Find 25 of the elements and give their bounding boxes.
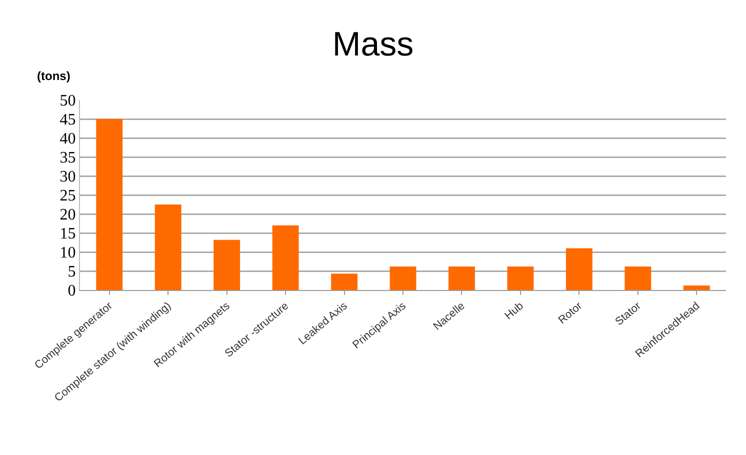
y-tick-label: 10 (60, 244, 76, 262)
y-tick-label: 5 (68, 264, 76, 281)
bar (566, 248, 592, 290)
bar (507, 266, 534, 290)
y-tick-label: 40 (60, 130, 76, 148)
y-tick-label: 50 (60, 92, 76, 110)
y-tick-label: 0 (68, 282, 76, 300)
bar (390, 266, 416, 290)
y-tick-label: 35 (60, 150, 76, 167)
y-tick-label: 25 (60, 188, 76, 205)
bar (624, 266, 652, 290)
y-tick-label: 20 (60, 206, 76, 224)
y-tick-label: 15 (60, 226, 76, 243)
bar (331, 274, 358, 290)
y-axis-title: (tons) (37, 69, 70, 83)
bar (214, 240, 240, 290)
chart-title: Mass (332, 26, 414, 64)
bar (272, 225, 299, 290)
y-tick-label: 30 (60, 168, 76, 186)
bar (96, 119, 123, 290)
x-tick-label: Hub (502, 300, 526, 322)
y-tick-label: 45 (60, 112, 76, 129)
bar (683, 285, 710, 290)
bar (154, 204, 182, 290)
bar (448, 266, 475, 290)
